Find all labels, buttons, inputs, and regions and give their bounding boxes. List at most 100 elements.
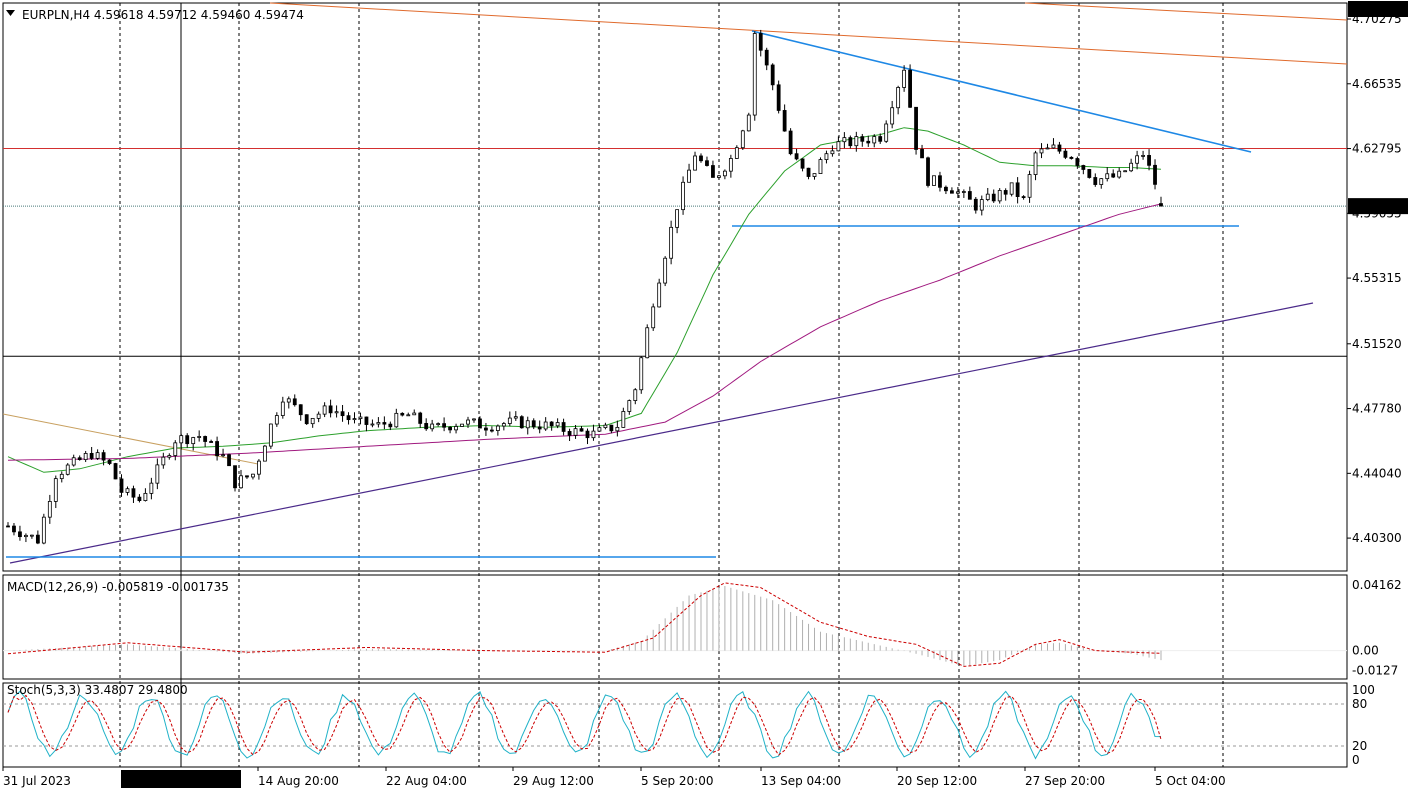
candle-body	[298, 404, 303, 416]
candle-body	[1021, 196, 1026, 199]
candle-body	[932, 175, 936, 186]
candle-body	[776, 84, 781, 111]
candle-body	[1063, 150, 1068, 158]
candle-body	[340, 411, 345, 417]
candle-body	[1039, 148, 1044, 154]
time-label: 13 Sep 04:00	[761, 774, 841, 788]
candle-body	[961, 191, 966, 193]
candle-body	[197, 436, 202, 438]
candle-body	[938, 175, 942, 188]
price-current-label: 4.59474	[1352, 199, 1402, 213]
candle-body	[478, 418, 482, 429]
candle-body	[890, 107, 895, 125]
orange-trend-line-2	[1024, 2, 1348, 21]
candle-body	[251, 473, 255, 478]
candle-body	[227, 454, 231, 467]
candle-body	[645, 327, 650, 359]
panel-frame-1	[2, 574, 1348, 680]
time-label: 5 Oct 04:00	[1155, 774, 1226, 788]
time-label: 20 Sep 12:00	[897, 774, 977, 788]
candle-body	[1087, 169, 1092, 178]
stoch-signal-line	[7, 694, 1162, 756]
candle-body	[621, 411, 626, 428]
candle-body	[89, 453, 94, 459]
candle-body	[675, 209, 679, 228]
candle-body	[316, 413, 321, 419]
candle-body	[991, 193, 996, 202]
candle-body	[926, 157, 930, 186]
time-highlight-badge	[121, 770, 241, 788]
time-label: 31 Jul 2023	[3, 774, 71, 788]
candle-body	[543, 421, 548, 430]
candle-body	[29, 534, 34, 537]
candle-body	[286, 398, 291, 403]
candle-body	[693, 155, 697, 171]
time-label: 27 Sep 20:00	[1025, 774, 1105, 788]
candle-body	[346, 415, 351, 421]
candle-body	[448, 426, 452, 431]
candle-body	[585, 430, 590, 439]
candle-body	[967, 191, 972, 200]
candle-body	[722, 170, 727, 177]
candle-body	[1015, 182, 1020, 198]
candle-body	[245, 475, 249, 478]
candle-body	[812, 173, 817, 177]
candle-body	[203, 436, 208, 442]
candle-body	[985, 193, 990, 200]
price-tick-label: 4.40300	[1352, 531, 1402, 545]
candle-body	[107, 459, 112, 464]
candle-body	[191, 437, 196, 445]
candle-body	[914, 106, 918, 150]
panel-frame-0	[2, 2, 1348, 572]
candle-body	[1159, 203, 1163, 207]
candle-body	[358, 416, 363, 419]
candle-body	[603, 424, 608, 429]
candle-body	[752, 33, 757, 116]
candle-body	[609, 424, 614, 432]
candle-body	[1027, 174, 1032, 198]
candle-body	[1105, 173, 1110, 180]
candle-body	[149, 482, 154, 494]
candle-body	[1099, 178, 1104, 185]
stoch-axis-label: 100	[1352, 683, 1375, 697]
candle-body	[860, 136, 865, 142]
stoch-axis-label: 80	[1352, 697, 1367, 711]
price-tick-label: 4.47780	[1352, 402, 1402, 416]
candle-body	[1069, 156, 1074, 159]
candle-body	[430, 423, 435, 430]
candle-body	[1117, 170, 1122, 178]
candle-body	[209, 441, 214, 443]
candle-body	[83, 453, 88, 461]
frames	[2, 2, 1348, 768]
candle-body	[657, 282, 662, 308]
candle-body	[848, 137, 853, 147]
candle-body	[627, 400, 632, 412]
candle-body	[555, 422, 560, 427]
macd-axis-label: 0.04162	[1352, 578, 1402, 592]
candle-body	[770, 64, 775, 86]
candle-body	[1135, 155, 1140, 164]
candle-body	[537, 426, 542, 430]
candle-body	[77, 457, 82, 461]
candle-body	[35, 534, 40, 544]
collapse-arrow-icon[interactable]	[6, 10, 15, 16]
candle-body	[705, 160, 709, 166]
candle-body	[24, 534, 28, 538]
candle-body	[615, 426, 620, 432]
candle-body	[872, 136, 877, 144]
candle-body	[591, 430, 596, 439]
candle-body	[334, 411, 339, 414]
candle-body	[758, 33, 763, 51]
candle-body	[1123, 170, 1128, 173]
panel-frame-2	[2, 682, 1348, 768]
candle-body	[490, 429, 494, 432]
candle-body	[221, 454, 225, 457]
candle-body	[143, 492, 148, 501]
candle-body	[155, 464, 160, 484]
time-label: 29 Aug 12:00	[513, 774, 594, 788]
rising-trend-line	[9, 302, 1314, 564]
candle-body	[95, 452, 100, 459]
candle-body	[280, 401, 285, 416]
candle-body	[561, 422, 566, 432]
